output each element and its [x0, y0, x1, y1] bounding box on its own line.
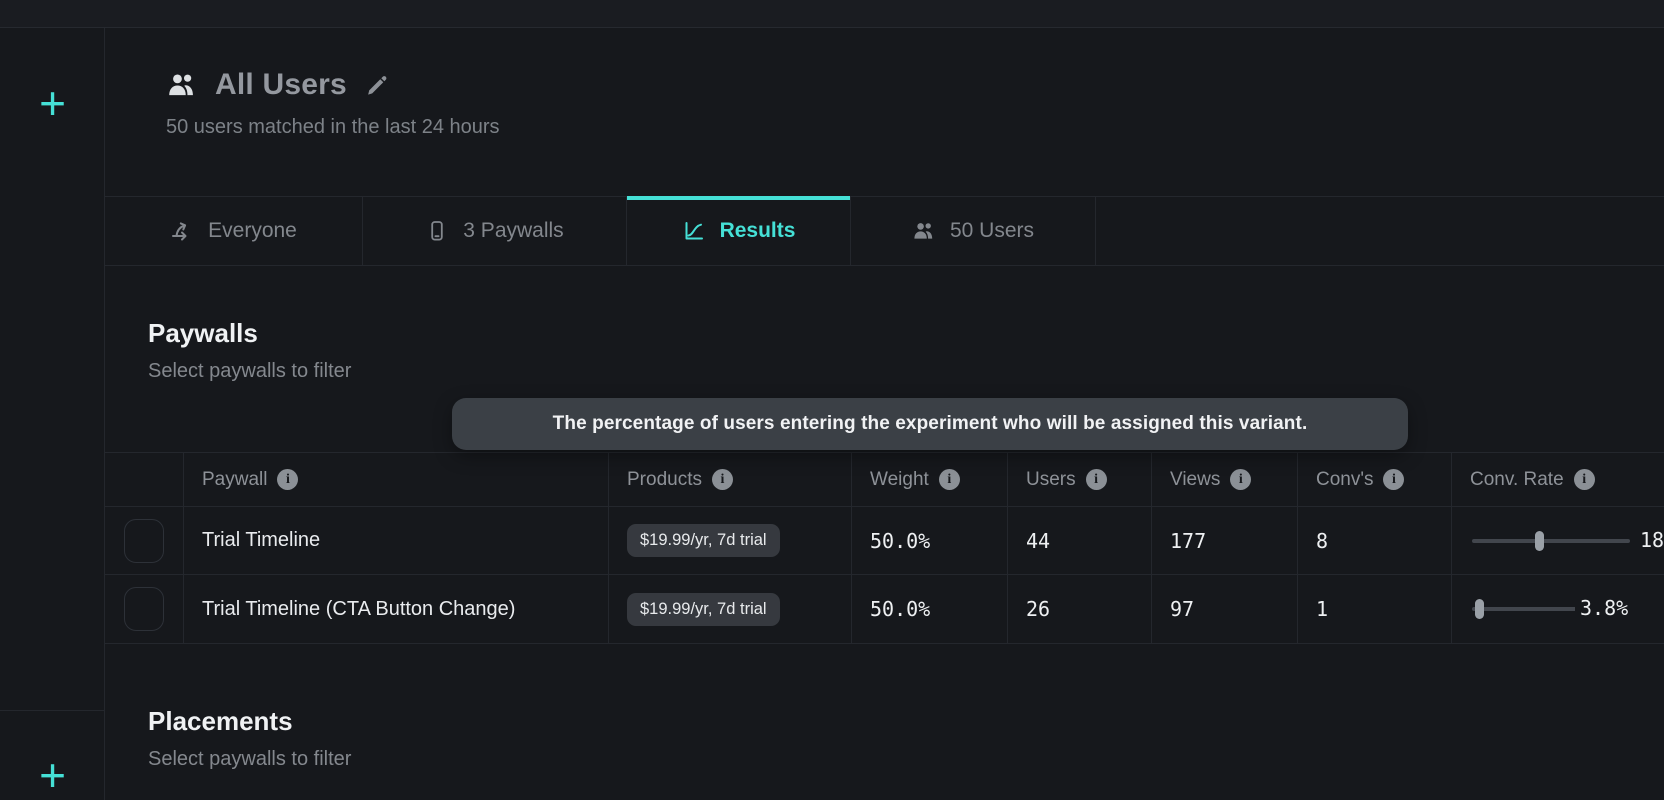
slider-track: [1472, 607, 1630, 611]
column-label: Views: [1170, 468, 1221, 490]
users-cell: 26: [1008, 575, 1152, 643]
column-label: Conv's: [1316, 468, 1374, 490]
conv-rate-value: 3.8%: [1575, 596, 1634, 620]
placements-section-subtitle: Select paywalls to filter: [148, 748, 352, 770]
paywalls-section-title: Paywalls: [148, 318, 258, 348]
column-label: Conv. Rate: [1470, 468, 1564, 490]
split-arrow-icon: [172, 222, 187, 241]
people-icon: [914, 223, 933, 239]
slider-handle[interactable]: [1535, 530, 1545, 551]
table-header-row: Paywall i Products i Weight i Users i Vi…: [105, 453, 1664, 507]
phone-icon: [431, 221, 443, 241]
sidebar-divider: [0, 710, 104, 711]
header-products: Products i: [609, 453, 852, 506]
weight-tooltip: The percentage of users entering the exp…: [452, 398, 1408, 450]
tab-label: Results: [719, 219, 796, 242]
checkbox-cell: [105, 507, 184, 574]
info-icon[interactable]: i: [1383, 469, 1405, 490]
left-sidebar: + +: [0, 28, 105, 800]
checkbox-cell: [105, 575, 184, 643]
top-bar: [0, 0, 1664, 28]
people-icon: [169, 74, 193, 96]
paywalls-results-table: Paywall i Products i Weight i Users i Vi…: [105, 452, 1664, 644]
users-cell: 44: [1008, 507, 1152, 574]
tab-label: 50 Users: [949, 219, 1035, 242]
column-label: Users: [1026, 468, 1076, 490]
tab-paywalls[interactable]: 3 Paywalls: [363, 197, 627, 265]
tab-users[interactable]: 50 Users: [851, 197, 1096, 265]
header-weight: Weight i: [852, 453, 1008, 506]
header-checkbox-col: [105, 453, 184, 506]
slider-handle[interactable]: [1475, 599, 1485, 619]
views-cell: 177: [1152, 507, 1298, 574]
product-chip: $19.99/yr, 7d trial: [627, 524, 780, 557]
table-row: Trial Timeline $19.99/yr, 7d trial 50.0%…: [105, 507, 1664, 575]
tab-label: Everyone: [208, 219, 297, 242]
tab-everyone[interactable]: Everyone: [105, 197, 363, 265]
info-icon[interactable]: i: [1230, 469, 1252, 490]
tab-label: 3 Paywalls: [463, 219, 564, 242]
conv-rate-slider[interactable]: 3.8%: [1472, 596, 1634, 620]
placements-section-title: Placements: [148, 706, 293, 736]
paywall-name: Trial Timeline: [202, 529, 321, 551]
info-icon[interactable]: i: [938, 469, 960, 490]
edit-pencil-icon[interactable]: [364, 73, 389, 98]
info-icon[interactable]: i: [1085, 469, 1107, 490]
info-icon[interactable]: i: [1573, 469, 1595, 490]
product-chip: $19.99/yr, 7d trial: [627, 592, 780, 626]
tooltip-text: The percentage of users entering the exp…: [552, 413, 1308, 434]
views-cell: 97: [1152, 575, 1298, 643]
paywall-cell: Trial Timeline (CTA Button Change): [184, 575, 609, 643]
tab-bar: Everyone 3 Paywalls Results 50 Users: [105, 196, 1664, 266]
paywall-cell: Trial Timeline: [184, 507, 609, 574]
tab-results[interactable]: Results: [627, 196, 851, 265]
page-title: All Users: [215, 68, 347, 101]
convs-cell: 8: [1298, 507, 1452, 574]
header-views: Views i: [1152, 453, 1298, 506]
convs-cell: 1: [1298, 575, 1452, 643]
column-label: Paywall: [202, 468, 268, 490]
add-filter-button-bottom[interactable]: +: [39, 749, 66, 800]
column-label: Weight: [870, 468, 929, 490]
header-conv-rate: Conv. Rate i: [1452, 453, 1664, 506]
add-filter-button-top[interactable]: +: [39, 77, 66, 129]
paywalls-section-subtitle: Select paywalls to filter: [148, 360, 352, 382]
weight-cell: 50.0%: [852, 507, 1008, 574]
slider-track: [1472, 538, 1630, 543]
matched-users-subtitle: 50 users matched in the last 24 hours: [166, 116, 500, 138]
header-paywall: Paywall i: [184, 453, 609, 506]
row-checkbox[interactable]: [124, 518, 164, 563]
paywall-name: Trial Timeline (CTA Button Change): [202, 597, 516, 620]
column-label: Products: [627, 468, 702, 490]
info-icon[interactable]: i: [711, 469, 733, 490]
campaign-header: All Users: [166, 68, 389, 102]
conv-rate-value: 18: [1635, 527, 1664, 552]
conv-rate-cell: 3.8%: [1452, 575, 1664, 643]
info-icon[interactable]: i: [277, 469, 299, 490]
weight-cell: 50.0%: [852, 575, 1008, 643]
products-cell: $19.99/yr, 7d trial: [609, 507, 852, 574]
header-users: Users i: [1008, 453, 1152, 506]
conv-rate-slider[interactable]: 18: [1472, 527, 1664, 552]
header-convs: Conv's i: [1298, 453, 1452, 506]
chart-curve-icon: [685, 222, 703, 240]
row-checkbox[interactable]: [124, 587, 164, 631]
products-cell: $19.99/yr, 7d trial: [609, 575, 852, 643]
table-row: Trial Timeline (CTA Button Change) $19.9…: [105, 575, 1664, 644]
conv-rate-cell: 18: [1452, 507, 1664, 574]
